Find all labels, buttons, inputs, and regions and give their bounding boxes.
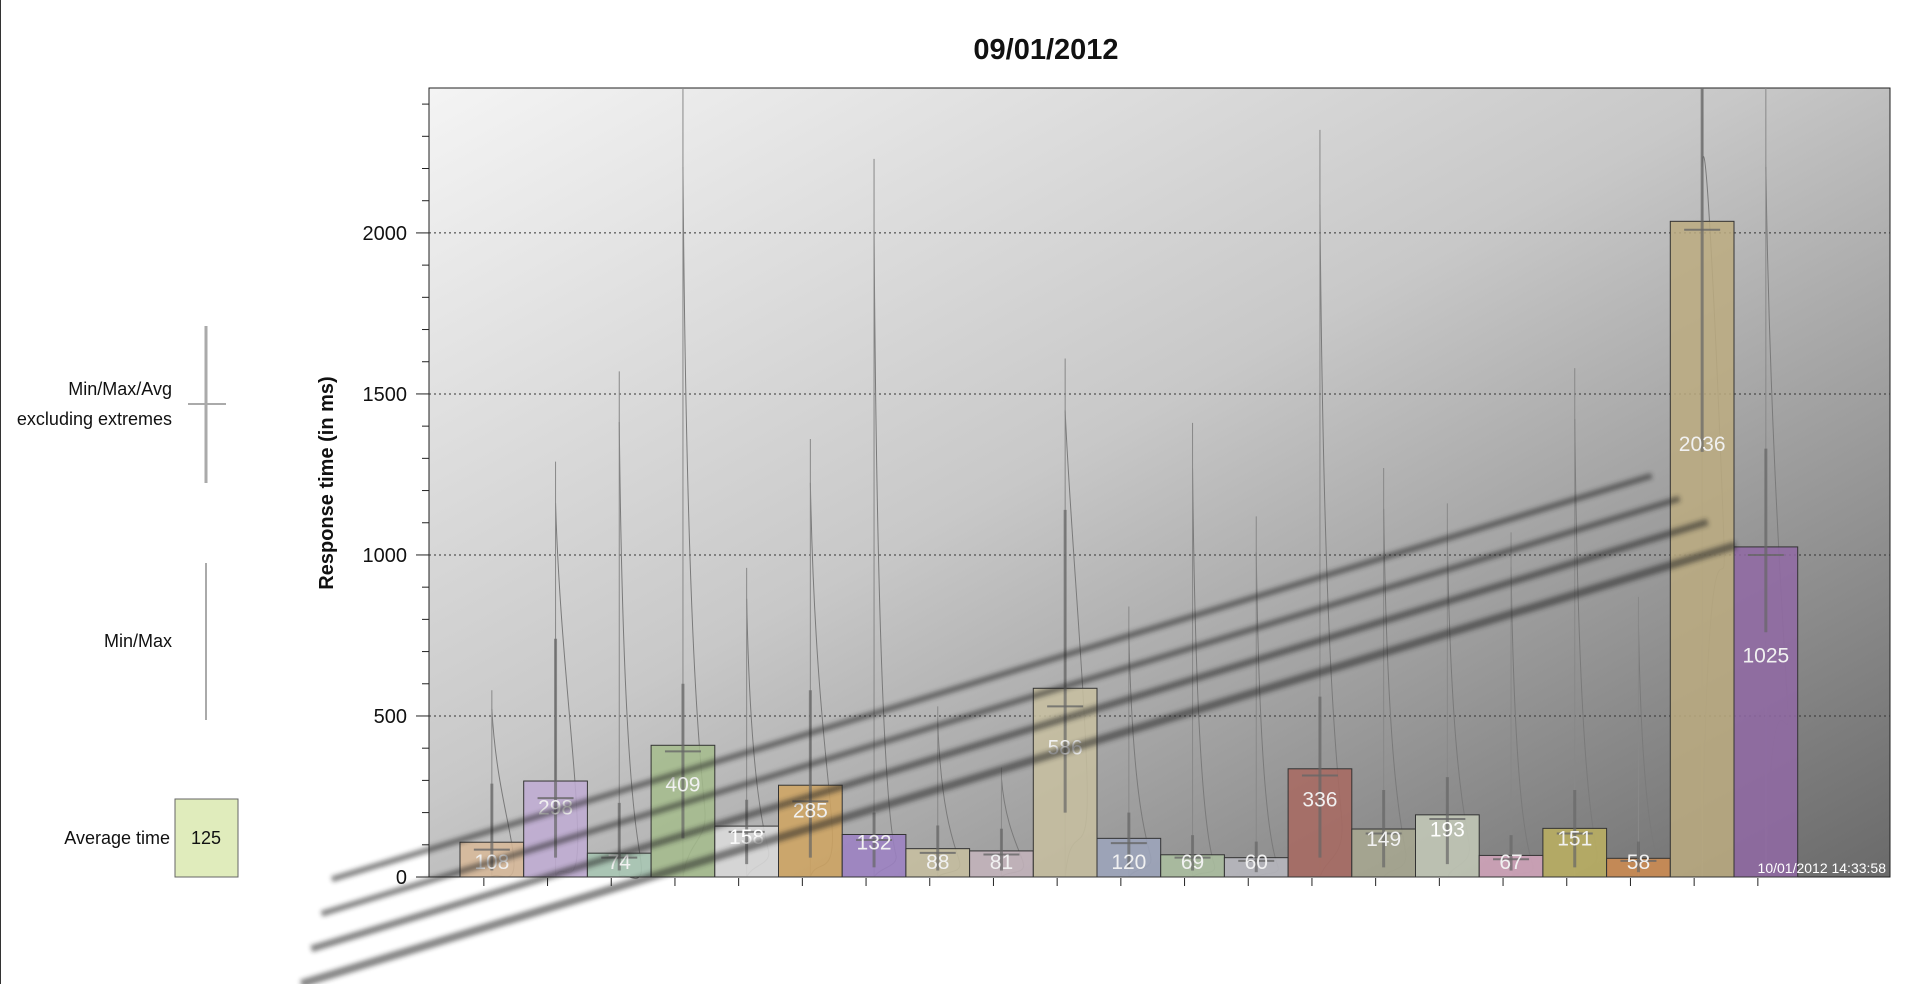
bar-group: 58 xyxy=(1606,596,1671,878)
bar-group: 1025 xyxy=(1733,88,1799,878)
bar-group: 298 xyxy=(523,461,588,878)
bar-group: 67 xyxy=(1478,532,1544,878)
legend: Min/Max/Avg excluding extremes Min/Max A… xyxy=(17,326,239,878)
bar-value-label: 60 xyxy=(1245,851,1268,874)
blurred-label-band-3 xyxy=(320,495,1681,917)
bar-value-label: 193 xyxy=(1430,819,1465,842)
bar-group: 60 xyxy=(1223,516,1289,878)
y-tick-label: 500 xyxy=(374,706,407,728)
y-axis-label: Response time (in ms) xyxy=(316,376,338,589)
x-axis-ticks xyxy=(483,878,1759,886)
y-tick-label: 0 xyxy=(396,867,407,889)
legend-min-max-avg-label: Min/Max/Avg xyxy=(68,379,172,399)
y-tick-label: 2000 xyxy=(363,223,408,245)
bar-value-label: 88 xyxy=(926,851,949,874)
bar-value-label: 2036 xyxy=(1679,433,1726,456)
legend-excluding-extremes-label: excluding extremes xyxy=(17,409,172,429)
y-tick-label: 1000 xyxy=(363,545,408,567)
legend-min-max-label: Min/Max xyxy=(104,631,172,651)
bar-value-label: 69 xyxy=(1181,851,1204,874)
bar-value-label: 67 xyxy=(1499,851,1522,874)
grid-lines xyxy=(429,232,1890,717)
bar-group: 149 xyxy=(1351,468,1417,878)
x-axis-blurred-labels xyxy=(300,472,1737,984)
y-tick-label: 1500 xyxy=(363,384,408,406)
bar-group: 132 xyxy=(841,158,907,878)
bar-value-label: 409 xyxy=(665,773,700,796)
y-axis-ticks: 0 500 1000 1500 2000 xyxy=(363,103,429,889)
blurred-label-band-1 xyxy=(300,541,1737,984)
bar-value-label: 120 xyxy=(1111,851,1146,874)
bar-value-label: 81 xyxy=(990,851,1013,874)
bar-value-label: 336 xyxy=(1302,789,1337,812)
bar-value-label: 149 xyxy=(1366,828,1401,851)
chart-title: 09/01/2012 xyxy=(973,34,1118,66)
bar-group: 151 xyxy=(1542,368,1608,878)
bar-value-label: 151 xyxy=(1557,827,1592,850)
chart-timestamp: 10/01/2012 14:33:58 xyxy=(1758,860,1887,876)
legend-average-time-swatch xyxy=(174,798,239,878)
bar-group: 336 xyxy=(1287,129,1353,878)
bar-value-label: 132 xyxy=(857,831,892,854)
legend-average-time-value: 125 xyxy=(191,828,221,848)
bar-group: 586 xyxy=(1032,358,1098,878)
legend-average-time-label: Average time xyxy=(64,828,170,848)
bar-group: 193 xyxy=(1415,503,1480,878)
bar-value-label: 1025 xyxy=(1742,644,1789,667)
bar-value-label: 58 xyxy=(1627,851,1650,874)
blurred-label-band-2 xyxy=(310,518,1709,953)
bar-value-label: 285 xyxy=(793,799,828,822)
blurred-label-band-4 xyxy=(331,472,1653,883)
